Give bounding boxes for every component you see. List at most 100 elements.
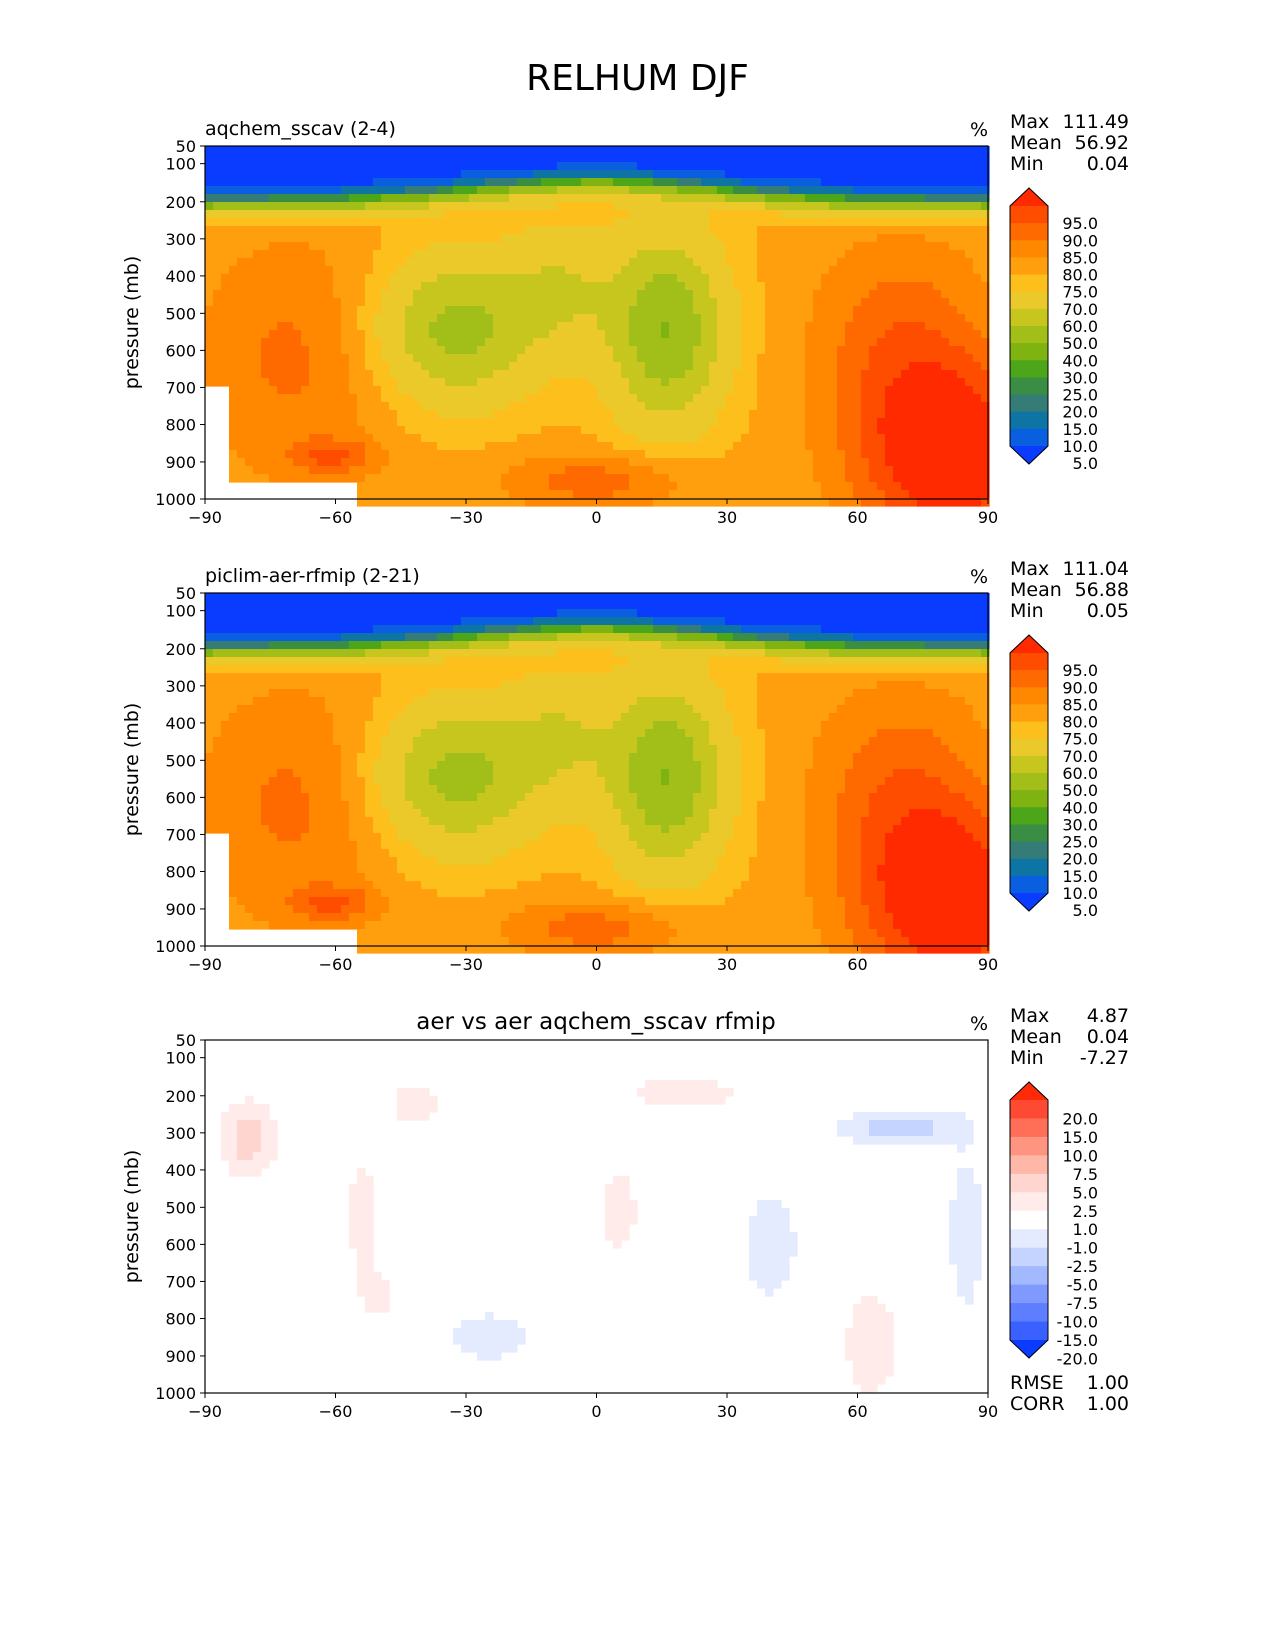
contour-cell <box>597 322 606 331</box>
contour-cell <box>389 354 398 363</box>
contour-cell <box>429 330 438 339</box>
contour-cell <box>893 194 902 203</box>
contour-cell <box>301 154 310 163</box>
contour-cell <box>597 202 606 211</box>
contour-cell <box>933 378 942 387</box>
contour-cell <box>485 306 494 315</box>
contour-cell <box>317 274 326 283</box>
contour-cell <box>477 178 486 187</box>
contour-cell <box>677 362 686 371</box>
contour-cell <box>645 354 654 363</box>
contour-cell <box>541 482 550 491</box>
contour-cell <box>453 186 462 195</box>
contour-cell <box>765 633 774 642</box>
contour-cell <box>869 258 878 267</box>
contour-cell <box>501 410 510 419</box>
contour-cell <box>581 609 590 618</box>
contour-cell <box>877 330 886 339</box>
contour-cell <box>677 434 686 443</box>
contour-cell <box>685 490 694 499</box>
contour-cell <box>741 625 750 634</box>
contour-cell <box>237 466 246 475</box>
contour-cell <box>357 482 366 491</box>
contour-cell <box>293 154 302 163</box>
contour-cell <box>421 609 430 618</box>
contour-cell <box>365 330 374 339</box>
contour-cell <box>381 410 390 419</box>
contour-cell <box>429 458 438 467</box>
contour-cell <box>621 250 630 259</box>
contour-cell <box>581 354 590 363</box>
contour-cell <box>341 146 350 155</box>
contour-cell <box>221 330 230 339</box>
contour-cell <box>717 154 726 163</box>
contour-cell <box>701 617 710 626</box>
contour-cell <box>229 617 238 626</box>
contour-cell <box>869 466 878 475</box>
contour-cell <box>349 402 358 411</box>
contour-cell <box>765 426 774 435</box>
contour-cell <box>461 609 470 618</box>
contour-cell <box>645 386 654 395</box>
contour-cell <box>877 346 886 355</box>
contour-cell <box>269 146 278 155</box>
contour-cell <box>925 210 934 219</box>
contour-cell <box>357 258 366 267</box>
contour-cell <box>317 402 326 411</box>
contour-cell <box>845 290 854 299</box>
contour-cell <box>741 234 750 243</box>
contour-cell <box>709 402 718 411</box>
contour-cell <box>437 386 446 395</box>
contour-cell <box>389 202 398 211</box>
contour-cell <box>533 298 542 307</box>
contour-cell <box>397 354 406 363</box>
contour-cell <box>597 418 606 427</box>
contour-cell <box>293 234 302 243</box>
contour-cell <box>229 601 238 610</box>
contour-cell <box>645 498 654 507</box>
contour-cell <box>677 202 686 211</box>
contour-cell <box>701 162 710 171</box>
contour-cell <box>885 330 894 339</box>
contour-cell <box>541 186 550 195</box>
contour-cell <box>461 601 470 610</box>
contour-cell <box>981 617 990 626</box>
contour-cell <box>501 210 510 219</box>
contour-cell <box>221 234 230 243</box>
contour-cell <box>325 162 334 171</box>
contour-cell <box>805 402 814 411</box>
contour-cell <box>813 426 822 435</box>
contour-cell <box>949 306 958 315</box>
contour-cell <box>645 442 654 451</box>
contour-cell <box>517 402 526 411</box>
contour-cell <box>677 146 686 155</box>
contour-cell <box>669 146 678 155</box>
contour-cell <box>725 633 734 642</box>
contour-cell <box>933 218 942 227</box>
contour-cell <box>749 170 758 179</box>
contour-cell <box>733 609 742 618</box>
contour-cell <box>397 362 406 371</box>
contour-cell <box>837 274 846 283</box>
contour-cell <box>829 314 838 323</box>
contour-cell <box>269 178 278 187</box>
contour-cell <box>653 210 662 219</box>
contour-cell <box>837 234 846 243</box>
contour-cell <box>301 314 310 323</box>
contour-cell <box>325 194 334 203</box>
contour-cell <box>853 282 862 291</box>
contour-cell <box>637 178 646 187</box>
contour-cell <box>669 474 678 483</box>
contour-cell <box>317 186 326 195</box>
contour-cell <box>285 354 294 363</box>
contour-cell <box>237 162 246 171</box>
contour-cell <box>781 322 790 331</box>
contour-cell <box>429 162 438 171</box>
contour-cell <box>469 274 478 283</box>
contour-cell <box>373 202 382 211</box>
contour-cell <box>541 601 550 610</box>
contour-cell <box>693 490 702 499</box>
contour-cell <box>781 346 790 355</box>
contour-cell <box>981 202 990 211</box>
contour-cell <box>749 298 758 307</box>
